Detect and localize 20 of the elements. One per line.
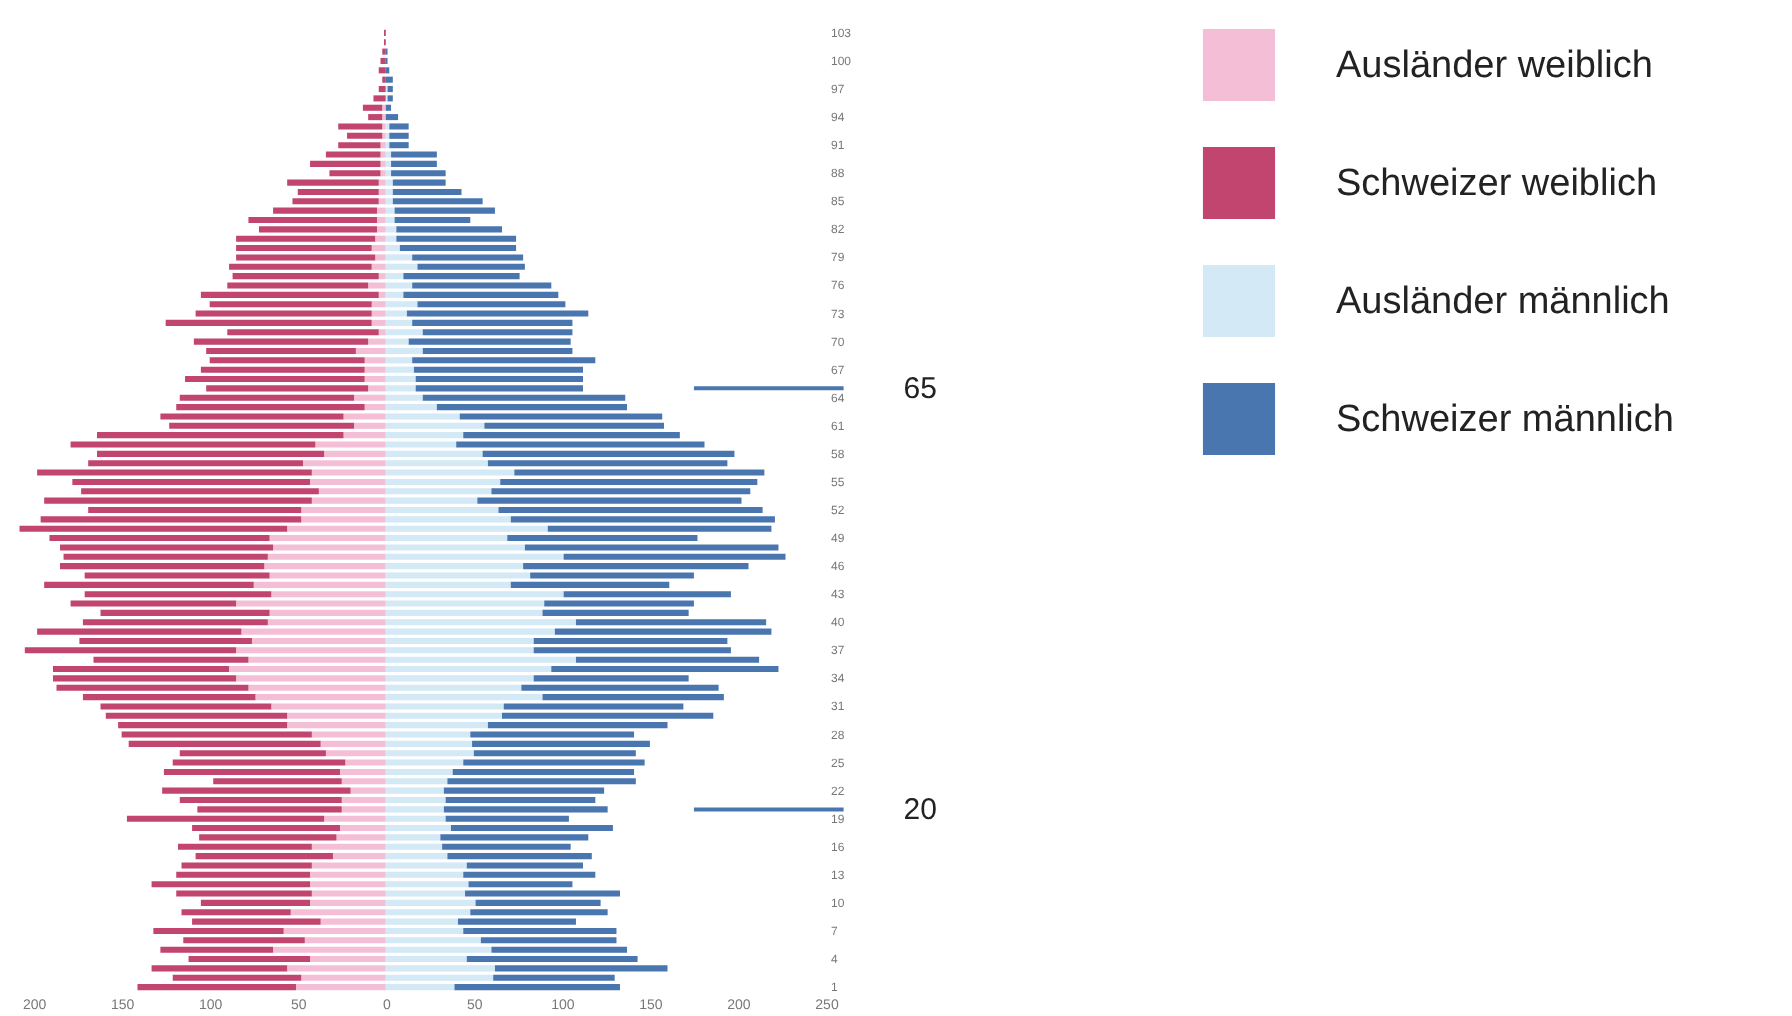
bar bbox=[341, 796, 386, 804]
legend-label: Ausländer weiblich bbox=[1336, 45, 1653, 87]
legend-label: Schweizer weiblich bbox=[1336, 163, 1658, 205]
bar bbox=[185, 375, 365, 383]
bar bbox=[376, 216, 386, 224]
legend-label: Schweizer männlich bbox=[1336, 399, 1674, 441]
text: 20 bbox=[903, 793, 937, 828]
bar bbox=[415, 375, 583, 383]
text: 65 bbox=[903, 372, 937, 407]
bar bbox=[385, 796, 446, 804]
bar bbox=[385, 375, 416, 383]
bar bbox=[364, 375, 386, 383]
bar bbox=[229, 665, 386, 673]
bar bbox=[385, 347, 423, 355]
bar bbox=[385, 216, 395, 224]
bar bbox=[301, 506, 386, 514]
bar bbox=[380, 57, 386, 65]
bar bbox=[355, 347, 386, 355]
bar bbox=[248, 216, 377, 224]
legend-label: Ausländer männlich bbox=[1336, 281, 1670, 323]
